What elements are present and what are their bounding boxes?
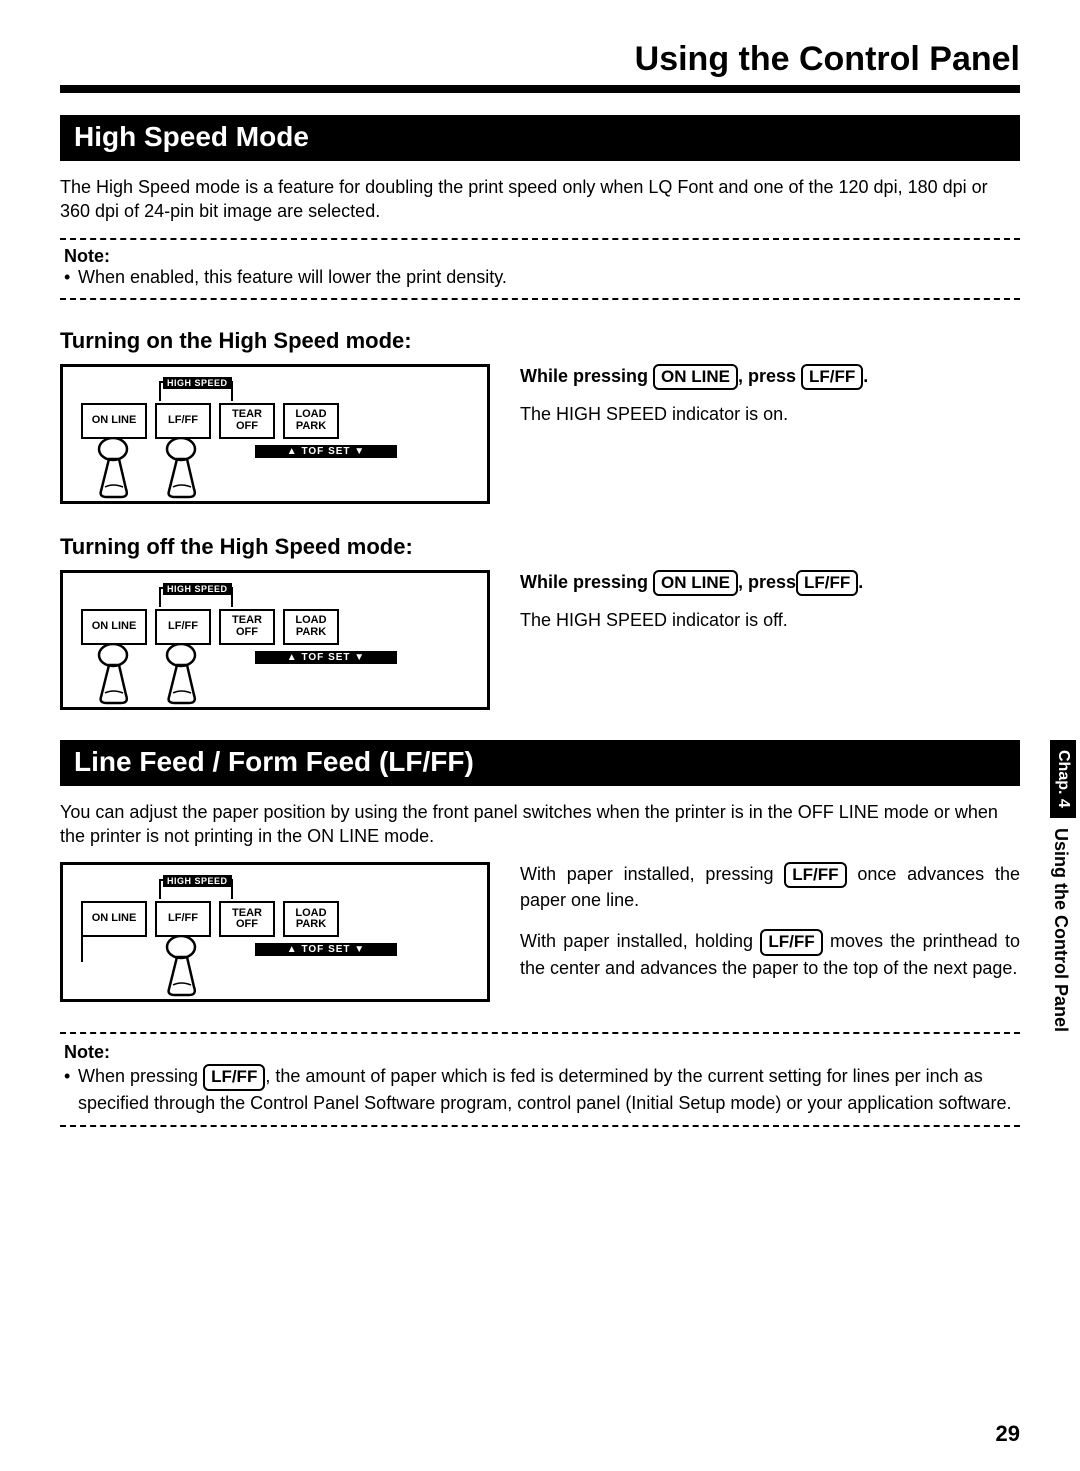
lfff-para1: With paper installed, pressing LF/FF onc… (520, 862, 1020, 913)
key-lfff: LF/FF (784, 862, 846, 888)
btn-tear: TEAROFF (219, 403, 275, 439)
tof-set-bar: ▲ TOF SET ▼ (255, 651, 397, 664)
key-online: ON LINE (653, 570, 738, 596)
btn-tear: TEAROFF (219, 609, 275, 645)
header-rule (60, 85, 1020, 93)
note-high-speed: Note: When enabled, this feature will lo… (60, 238, 1020, 300)
lfff-intro: You can adjust the paper position by usi… (60, 800, 1020, 849)
panel-diagram-off: HIGH SPEED ON LINE LF/FF TEAROFF LOADPAR… (60, 570, 490, 710)
lfff-para2: With paper installed, holding LF/FF move… (520, 929, 1020, 980)
note-lfff: Note: When pressing LF/FF, the amount of… (60, 1032, 1020, 1127)
note-title: Note: (64, 1040, 1016, 1064)
key-lfff: LF/FF (760, 929, 822, 955)
key-lfff: LF/FF (796, 570, 858, 596)
note-title: Note: (64, 246, 1016, 267)
turning-off-heading: Turning off the High Speed mode: (60, 534, 1020, 560)
btn-online: ON LINE (81, 403, 147, 439)
finger-icon (159, 437, 203, 499)
btn-lfff: LF/FF (155, 901, 211, 937)
note-bullet: When pressing LF/FF, the amount of paper… (64, 1064, 1016, 1114)
tof-set-bar: ▲ TOF SET ▼ (255, 943, 397, 956)
high-speed-label: HIGH SPEED (163, 875, 232, 887)
btn-online: ON LINE (81, 901, 147, 937)
panel-diagram-lfff: HIGH SPEED ON LINE LF/FF TEAROFF LOADPAR… (60, 862, 490, 1002)
finger-icon (159, 643, 203, 705)
btn-load: LOADPARK (283, 609, 339, 645)
note-bullet: When enabled, this feature will lower th… (64, 267, 1016, 288)
page-header-title: Using the Control Panel (60, 40, 1020, 79)
btn-online: ON LINE (81, 609, 147, 645)
result-on: The HIGH SPEED indicator is on. (520, 402, 1020, 427)
finger-icon (91, 643, 135, 705)
high-speed-intro: The High Speed mode is a feature for dou… (60, 175, 1020, 224)
high-speed-label: HIGH SPEED (163, 377, 232, 389)
btn-load: LOADPARK (283, 403, 339, 439)
section-high-speed-title: High Speed Mode (60, 115, 1020, 161)
result-off: The HIGH SPEED indicator is off. (520, 608, 1020, 633)
btn-tear: TEAROFF (219, 901, 275, 937)
side-section-label: Using the Control Panel (1050, 828, 1071, 1032)
panel-diagram-on: HIGH SPEED ON LINE LF/FF TEAROFF LOADPAR… (60, 364, 490, 504)
chapter-tab: Chap. 4 (1050, 740, 1076, 818)
page-number: 29 (996, 1421, 1020, 1447)
finger-icon (91, 437, 135, 499)
finger-icon (159, 935, 203, 997)
section-lfff-title: Line Feed / Form Feed (LF/FF) (60, 740, 1020, 786)
tof-set-bar: ▲ TOF SET ▼ (255, 445, 397, 458)
btn-lfff: LF/FF (155, 609, 211, 645)
instr-off: While pressing ON LINE, pressLF/FF. (520, 570, 1020, 596)
turning-on-heading: Turning on the High Speed mode: (60, 328, 1020, 354)
key-lfff: LF/FF (203, 1064, 265, 1090)
high-speed-label: HIGH SPEED (163, 583, 232, 595)
instr-on: While pressing ON LINE, press LF/FF. (520, 364, 1020, 390)
btn-load: LOADPARK (283, 901, 339, 937)
btn-lfff: LF/FF (155, 403, 211, 439)
key-online: ON LINE (653, 364, 738, 390)
key-lfff: LF/FF (801, 364, 863, 390)
